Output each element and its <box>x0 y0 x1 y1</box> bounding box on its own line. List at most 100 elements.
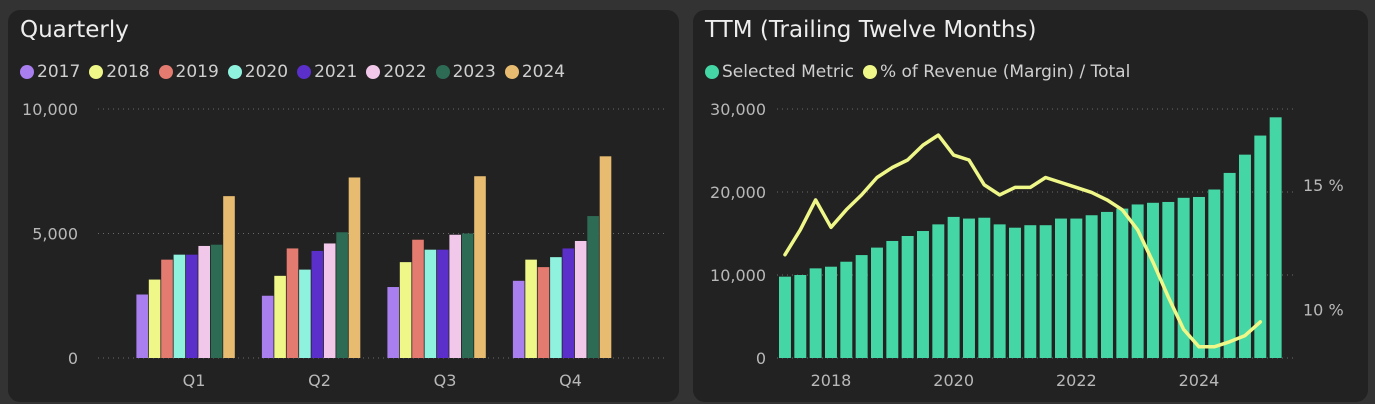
legend-item-margin[interactable]: % of Revenue (Margin) / Total <box>862 62 1131 82</box>
bar-2020-Q4[interactable] <box>550 257 562 358</box>
ttm-bar[interactable] <box>1193 196 1205 358</box>
legend-swatch <box>297 65 312 79</box>
legend-label: 2020 <box>244 62 289 82</box>
quarterly-legend: 2017 2018 2019 2020 2021 2022 2023 2024 <box>20 62 574 82</box>
bar-2024-Q3[interactable] <box>474 176 486 358</box>
ttm-bar[interactable] <box>886 240 899 358</box>
x-tick-label: 2018 <box>811 371 852 390</box>
ttm-bar[interactable] <box>1024 225 1037 358</box>
legend-item-2024[interactable]: 2024 <box>504 62 565 82</box>
legend-item-2023[interactable]: 2023 <box>435 62 496 82</box>
bar-2022-Q1[interactable] <box>198 245 210 358</box>
legend-swatch <box>89 65 104 79</box>
ttm-chart: 0 10,000 20,000 30,000 10 % 15 % 2018 2020 2022 2… <box>710 100 1344 390</box>
ttm-bar[interactable] <box>794 275 807 358</box>
bar-2020-Q3[interactable] <box>424 249 437 358</box>
quarterly-chart: 0 5,000 10,000 Q1 Q2 Q3 Q4 <box>22 100 665 390</box>
bar-2018-Q2[interactable] <box>274 275 286 358</box>
bar-2023-Q4[interactable] <box>587 216 599 358</box>
legend-item-2022[interactable]: 2022 <box>366 62 427 82</box>
legend-label: 2022 <box>383 62 427 82</box>
x-tick-label: 2022 <box>1056 371 1097 390</box>
ttm-bar[interactable] <box>1070 218 1083 358</box>
ttm-bar[interactable] <box>932 224 945 358</box>
bar-2021-Q3[interactable] <box>437 249 449 358</box>
bar-2018-Q4[interactable] <box>525 259 537 358</box>
ttm-bar[interactable] <box>1055 218 1067 358</box>
ttm-bar[interactable] <box>871 247 883 358</box>
legend-item-2021[interactable]: 2021 <box>297 62 357 82</box>
bar-2024-Q1[interactable] <box>223 196 235 358</box>
ttm-bar[interactable] <box>1009 227 1021 358</box>
bar-2019-Q3[interactable] <box>412 239 424 358</box>
quarterly-title: Quarterly <box>20 17 129 43</box>
bar-2022-Q2[interactable] <box>323 243 336 358</box>
ttm-bar[interactable] <box>978 217 991 358</box>
bar-2020-Q1[interactable] <box>173 254 186 358</box>
ttm-bar[interactable] <box>1147 202 1159 358</box>
ttm-bar[interactable] <box>1039 225 1052 358</box>
legend-item-2019[interactable]: 2019 <box>158 62 219 82</box>
ttm-bar[interactable] <box>809 268 822 358</box>
bar-2023-Q2[interactable] <box>336 232 348 358</box>
ttm-title: TTM (Trailing Twelve Months) <box>705 17 1037 43</box>
quarterly-panel: Quarterly 2017 2018 2019 2020 2021 2022 2023 20… <box>8 10 679 402</box>
bar-2021-Q1[interactable] <box>186 254 198 358</box>
bar-2019-Q4[interactable] <box>537 267 550 358</box>
x-tick-label: Q3 <box>434 371 457 390</box>
ttm-bar[interactable] <box>1131 204 1144 358</box>
bar-2017-Q3[interactable] <box>387 287 399 358</box>
legend-item-2018[interactable]: 2018 <box>89 62 150 82</box>
legend-label: Selected Metric <box>722 62 854 82</box>
ttm-bar[interactable] <box>1116 208 1129 358</box>
ttm-bar[interactable] <box>825 266 837 358</box>
bar-2023-Q1[interactable] <box>210 244 223 358</box>
bar-2019-Q1[interactable] <box>161 259 173 358</box>
legend-item-2020[interactable]: 2020 <box>227 62 289 82</box>
ttm-bar[interactable] <box>840 261 853 358</box>
bar-2018-Q1[interactable] <box>148 279 161 358</box>
bar-2019-Q2[interactable] <box>286 248 299 358</box>
bar-2024-Q2[interactable] <box>348 177 361 358</box>
ttm-bar[interactable] <box>1239 154 1251 358</box>
bar-2017-Q1[interactable] <box>136 294 148 358</box>
legend-swatch <box>227 65 242 79</box>
ttm-bar[interactable] <box>1208 189 1221 358</box>
ttm-bar[interactable] <box>1162 201 1175 358</box>
legend-item-selected-metric[interactable]: Selected Metric <box>705 62 854 82</box>
bar-2021-Q4[interactable] <box>562 248 575 358</box>
ttm-bar[interactable] <box>855 255 868 358</box>
legend-swatch <box>435 65 450 79</box>
bar-2017-Q2[interactable] <box>261 295 274 358</box>
legend-label: 2023 <box>452 62 496 82</box>
x-tick-label: Q1 <box>183 371 206 390</box>
bar-2022-Q4[interactable] <box>574 240 587 358</box>
ttm-bar[interactable] <box>963 218 975 358</box>
bar-2021-Q2[interactable] <box>311 250 324 358</box>
ttm-bar[interactable] <box>1177 197 1190 358</box>
ttm-bar[interactable] <box>993 224 1006 358</box>
bar-2020-Q2[interactable] <box>299 269 311 358</box>
ttm-bar[interactable] <box>1269 117 1282 358</box>
legend-label: 2019 <box>175 62 219 82</box>
bar-2024-Q4[interactable] <box>599 156 612 358</box>
ttm-bar[interactable] <box>779 276 791 358</box>
legend-label: % of Revenue (Margin) / Total <box>879 62 1131 82</box>
legend-item-2017[interactable]: 2017 <box>20 62 80 82</box>
bar-2018-Q3[interactable] <box>399 262 412 358</box>
legend-swatch <box>705 65 719 79</box>
ttm-bar[interactable] <box>901 235 914 358</box>
ttm-bar[interactable] <box>947 216 960 358</box>
ttm-panel: TTM (Trailing Twelve Months) Selected Me… <box>693 10 1368 402</box>
margin-line[interactable] <box>783 133 1263 349</box>
ttm-bar[interactable] <box>1254 135 1267 358</box>
bar-2022-Q3[interactable] <box>449 234 461 358</box>
bar-2023-Q3[interactable] <box>461 233 474 359</box>
ttm-bar[interactable] <box>917 231 929 358</box>
ttm-bar[interactable] <box>1085 215 1098 358</box>
ttm-bar[interactable] <box>1223 172 1236 358</box>
y-tick-label: 10,000 <box>22 100 78 119</box>
bar-2017-Q4[interactable] <box>512 280 525 358</box>
legend-swatch <box>504 65 519 79</box>
ttm-bar[interactable] <box>1101 211 1113 358</box>
